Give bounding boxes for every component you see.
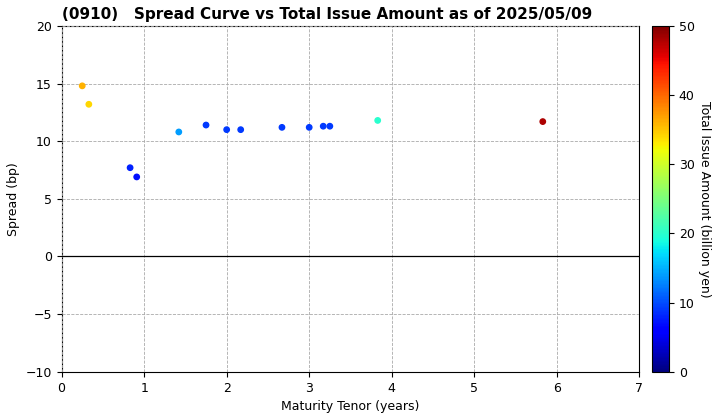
Point [372,117,384,124]
Point [131,173,143,180]
X-axis label: Maturity Tenor (years): Maturity Tenor (years) [282,400,420,413]
Y-axis label: Spread (bp): Spread (bp) [7,162,20,236]
Y-axis label: Total Issue Amount (billion yen): Total Issue Amount (billion yen) [698,100,711,297]
Point [76,82,88,89]
Point [200,122,212,129]
Point [303,124,315,131]
Point [173,129,184,135]
Point [276,124,288,131]
Point [221,126,233,133]
Point [318,123,329,129]
Point [83,101,94,108]
Text: (0910)   Spread Curve vs Total Issue Amount as of 2025/05/09: (0910) Spread Curve vs Total Issue Amoun… [62,7,592,22]
Point [324,123,336,129]
Point [125,164,136,171]
Point [537,118,549,125]
Point [235,126,246,133]
